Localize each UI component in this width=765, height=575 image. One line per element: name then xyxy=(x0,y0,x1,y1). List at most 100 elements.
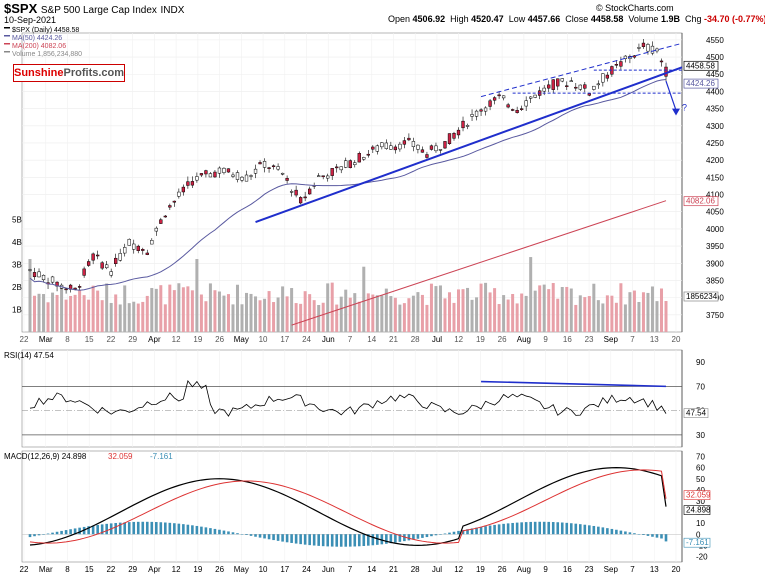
volume-bar xyxy=(82,295,86,332)
macd-hist-bar xyxy=(145,521,149,535)
candle-body xyxy=(317,175,321,177)
volume-bar xyxy=(393,297,397,332)
candle-body xyxy=(619,61,623,67)
candle-body xyxy=(456,129,461,136)
volume-bar xyxy=(375,295,379,332)
x-tick-label: 28 xyxy=(411,565,420,574)
macd-hist-bar xyxy=(371,534,375,546)
volume-bar xyxy=(524,295,528,332)
candle-body xyxy=(542,87,546,92)
volume-bar xyxy=(348,297,352,332)
symbol-title: $SPX S&P 500 Large Cap Index INDX xyxy=(4,1,185,16)
candle-body xyxy=(258,162,262,165)
macd-hist-bar xyxy=(182,524,185,535)
candle-body xyxy=(614,64,619,66)
volume-bar xyxy=(429,283,433,332)
candle-body xyxy=(650,45,655,54)
macd-hist-bar xyxy=(655,534,659,538)
volume-bar xyxy=(398,304,402,332)
exchange-label: INDX xyxy=(160,5,185,16)
candle-body xyxy=(186,181,190,186)
candle-body xyxy=(416,144,420,150)
price-tick-label: 4100 xyxy=(706,191,724,200)
macd-hist-bar xyxy=(272,534,275,541)
macd-hist-bar xyxy=(425,534,429,538)
candle-body xyxy=(592,85,596,90)
candle-body xyxy=(330,168,334,176)
volume-bar xyxy=(245,292,249,332)
macd-signal-value: 32.059 xyxy=(108,452,133,461)
candle-body xyxy=(262,161,267,168)
macd-hist-bar xyxy=(628,532,632,535)
x-tick-label: 22 xyxy=(20,335,29,344)
candle-body xyxy=(529,96,533,99)
candle-body xyxy=(443,141,447,149)
x-tick-label: 12 xyxy=(172,335,181,344)
volume-bar xyxy=(402,303,406,332)
volume-tick-label: 4B xyxy=(12,238,22,247)
candle-body xyxy=(461,120,465,129)
candle-body xyxy=(109,271,113,276)
legend-swatch xyxy=(4,43,10,45)
rsi-tick-label: 70 xyxy=(696,382,705,391)
candle-body xyxy=(195,176,199,181)
macd-hist-bar xyxy=(213,528,217,535)
x-tick-label: 13 xyxy=(650,335,659,344)
volume-bar xyxy=(488,292,492,332)
volume-bar xyxy=(64,299,68,332)
x-tick-label: 20 xyxy=(672,335,681,344)
upper-channel-line xyxy=(480,42,683,98)
candle-body xyxy=(659,60,664,63)
macd-hist-bar xyxy=(624,531,627,535)
macd-hist-bar xyxy=(267,534,271,540)
volume-bar xyxy=(303,291,307,332)
macd-hist-bar xyxy=(136,521,140,535)
candle-body xyxy=(420,149,425,153)
volume-bar xyxy=(172,290,176,332)
x-tick-label: 28 xyxy=(411,335,420,344)
candle-body xyxy=(244,174,249,182)
macd-hist-bar xyxy=(87,526,90,535)
volume-bar xyxy=(605,295,609,332)
volume-bar xyxy=(538,285,542,332)
macd-hist-bar xyxy=(231,532,235,535)
legend-swatch xyxy=(4,51,10,53)
macd-hist-bar xyxy=(64,530,68,535)
candle-body xyxy=(73,287,77,290)
macd-hist-bar xyxy=(646,534,650,536)
macd-hist-bar xyxy=(281,534,284,542)
volume-bar xyxy=(123,285,127,332)
candle-body xyxy=(578,84,582,90)
macd-hist-bar xyxy=(578,524,582,535)
macd-hist-bar xyxy=(118,522,122,535)
macd-hist-bar xyxy=(565,522,569,535)
macd-hist-bar xyxy=(60,530,63,535)
volume-bar xyxy=(190,290,194,332)
candle-body xyxy=(547,84,551,89)
macd-value-label: -7.161 xyxy=(686,538,709,547)
volume-bar xyxy=(655,301,659,332)
volume-bar xyxy=(177,283,181,332)
x-tick-label: 12 xyxy=(454,335,463,344)
x-tick-label: 19 xyxy=(193,565,202,574)
volume-bar xyxy=(235,284,239,332)
x-tick-label: 17 xyxy=(280,565,289,574)
macd-hist-bar xyxy=(96,524,99,535)
macd-hist-bar xyxy=(597,526,600,535)
macd-hist-bar xyxy=(664,534,668,542)
macd-hist-bar xyxy=(452,531,456,535)
x-tick-label: Sep xyxy=(604,565,619,574)
macd-hist-bar xyxy=(362,534,366,546)
x-tick-label: Jul xyxy=(432,565,442,574)
macd-hist-bar xyxy=(637,534,641,535)
volume-bar xyxy=(470,299,474,332)
x-tick-label: Apr xyxy=(148,335,161,344)
macd-hist-bar xyxy=(317,534,320,546)
macd-hist-bar xyxy=(475,527,478,535)
volume-bar xyxy=(290,288,294,332)
macd-hist-bar xyxy=(430,534,433,537)
x-tick-label: 14 xyxy=(367,335,376,344)
candle-body xyxy=(357,153,361,163)
x-tick-label: 19 xyxy=(476,335,485,344)
volume-bar xyxy=(132,301,136,332)
